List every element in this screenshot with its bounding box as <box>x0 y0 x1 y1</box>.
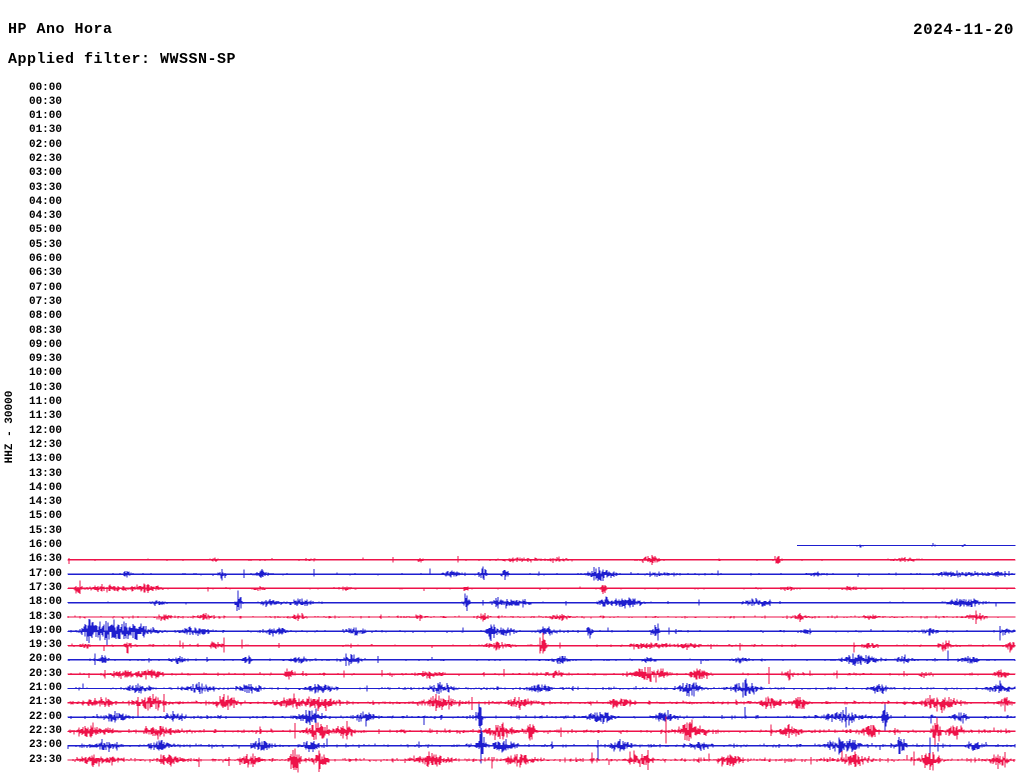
time-label: 03:00 <box>28 167 62 180</box>
trace-2300 <box>67 727 1016 764</box>
time-label: 04:30 <box>28 210 62 223</box>
time-label: 22:30 <box>28 724 62 737</box>
time-label: 01:30 <box>28 124 62 137</box>
time-label: 03:30 <box>28 181 62 194</box>
time-label: 00:30 <box>28 95 62 108</box>
trace-1730 <box>67 580 1016 594</box>
time-label: 01:00 <box>28 110 62 123</box>
trace-2000 <box>67 650 1016 667</box>
trace-1900 <box>67 619 1016 647</box>
time-label: 02:30 <box>28 152 62 165</box>
station-title: HP Ano Hora <box>8 21 113 38</box>
time-label: 22:00 <box>28 710 62 723</box>
trace-1700 <box>67 566 1016 581</box>
time-label: 11:30 <box>28 410 62 423</box>
date-label: 2024-11-20 <box>912 21 1014 39</box>
trace-2230 <box>67 716 1016 746</box>
time-label: 09:00 <box>28 338 62 351</box>
time-label: 19:00 <box>28 624 62 637</box>
trace-1830 <box>67 610 1016 625</box>
time-label: 20:00 <box>28 653 62 666</box>
time-label: 15:30 <box>28 524 62 537</box>
time-label: 13:30 <box>28 467 62 480</box>
time-label: 10:00 <box>28 367 62 380</box>
trace-2200 <box>67 704 1016 732</box>
time-label: 23:00 <box>28 739 62 752</box>
time-label: 05:00 <box>28 224 62 237</box>
time-axis: 00:00 00:30 01:00 01:30 02:00 02:30 03:00 03:30… <box>0 0 62 780</box>
trace-1930 <box>67 632 1016 654</box>
trace-2100 <box>67 678 1016 698</box>
time-label: 07:00 <box>28 281 62 294</box>
time-label: 12:00 <box>28 424 62 437</box>
time-label: 14:30 <box>28 496 62 509</box>
time-label: 09:30 <box>28 353 62 366</box>
time-label: 07:30 <box>28 295 62 308</box>
time-label: 14:00 <box>28 481 62 494</box>
time-label: 16:30 <box>28 553 62 566</box>
trace-1800 <box>67 590 1016 612</box>
time-label: 06:00 <box>28 253 62 266</box>
time-label: 18:00 <box>28 596 62 609</box>
time-label: 12:30 <box>28 438 62 451</box>
time-label: 10:30 <box>28 381 62 394</box>
trace-2130 <box>67 693 1016 718</box>
time-label: 08:00 <box>28 310 62 323</box>
time-label: 17:30 <box>28 581 62 594</box>
trace-2030 <box>67 667 1016 685</box>
applied-filter-label: Applied filter: WWSSN-SP <box>8 51 237 68</box>
time-label: 20:30 <box>28 667 62 680</box>
time-label: 21:30 <box>28 696 62 709</box>
time-label: 00:00 <box>28 81 62 94</box>
time-label: 04:00 <box>28 195 62 208</box>
time-label: 02:00 <box>28 138 62 151</box>
time-label: 11:00 <box>28 396 62 409</box>
time-label: 15:00 <box>28 510 62 523</box>
time-label: 16:00 <box>28 539 62 552</box>
time-label: 08:30 <box>28 324 62 337</box>
time-label: 13:00 <box>28 453 62 466</box>
time-label: 18:30 <box>28 610 62 623</box>
time-label: 19:30 <box>28 639 62 652</box>
time-label: 21:00 <box>28 682 62 694</box>
trace-2330 <box>67 748 1016 773</box>
time-label: 23:30 <box>28 753 62 766</box>
trace-1630 <box>67 554 1016 565</box>
time-label: 05:30 <box>28 238 62 251</box>
time-label: 17:00 <box>28 567 62 580</box>
time-label: 06:30 <box>28 267 62 280</box>
trace-1600 <box>797 543 1016 548</box>
